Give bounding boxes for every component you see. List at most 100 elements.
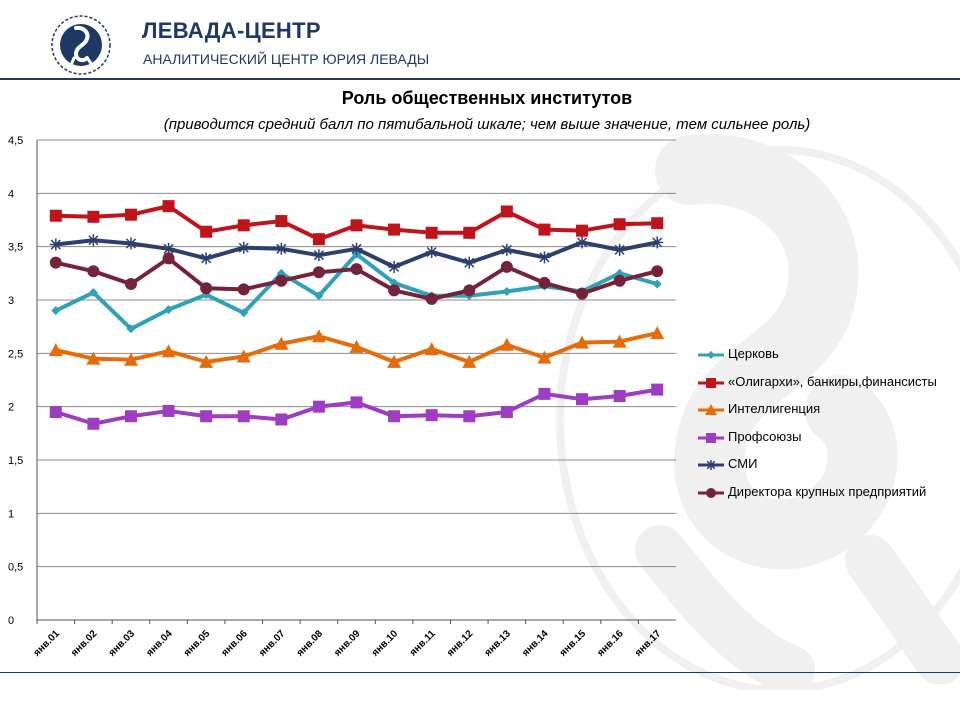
brand-subtitle: АНАЛИТИЧЕСКИЙ ЦЕНТР ЮРИЯ ЛЕВАДЫ [143,51,430,67]
data-point [538,223,551,236]
data-point [237,241,250,254]
legend-label: СМИ [728,456,758,471]
footer-divider [0,672,960,673]
data-point [51,306,61,316]
data-point [275,242,288,255]
legend-swatch-marker [706,460,716,470]
data-point [576,287,589,300]
y-tick-label: 0 [8,615,14,627]
x-tick-label: янв.10 [370,628,401,659]
data-point [612,334,627,348]
legend-label: Церковь [728,346,779,361]
x-tick-label: янв.06 [219,628,250,659]
x-tick-label: янв.08 [295,628,326,659]
data-point [651,217,664,230]
data-point [388,410,401,423]
data-point [500,205,513,218]
data-point [463,410,476,423]
legend-swatch [698,460,724,470]
series-4 [49,383,664,430]
data-point [500,406,513,418]
data-point [387,354,402,368]
data-point [651,236,664,249]
data-point [613,243,626,256]
data-point [124,237,137,250]
data-point [424,342,439,356]
legend-swatch-marker [706,432,716,443]
legend-swatch-marker [706,487,716,498]
legend-item: Профсоюзы [696,428,960,456]
y-tick-label: 4,5 [8,135,23,147]
series-2 [49,200,664,246]
y-tick-label: 2 [8,402,14,414]
legend-swatch [698,432,724,443]
data-point [87,265,100,278]
data-point [88,288,98,298]
data-point [538,387,551,400]
x-tick-label: янв.12 [445,628,476,659]
data-point [463,256,476,269]
data-point [49,406,62,418]
legend-item: Церковь [696,345,960,373]
data-point [576,393,589,406]
data-point [350,396,363,409]
y-tick-label: 3 [8,295,14,307]
x-tick-label: янв.13 [483,628,514,659]
data-point [499,337,514,351]
chart-subtitle: (приводится средний балл по пятибальной … [163,116,811,133]
data-point [463,284,476,297]
legend-swatch-marker [705,404,717,415]
series-5 [49,234,664,273]
data-point [500,243,513,256]
data-point [124,278,137,290]
y-tick-label: 2,5 [8,348,23,360]
data-point [538,276,551,289]
data-point [124,410,137,423]
data-point [311,329,326,343]
x-tick-label: янв.16 [595,628,626,659]
brand-title: ЛЕВАДА-ЦЕНТР [142,18,321,43]
data-point [239,308,249,318]
data-point [651,265,664,278]
data-point [162,404,175,417]
data-point [312,249,325,262]
data-point [425,292,438,305]
y-tick-label: 3,5 [8,242,23,254]
y-tick-label: 4 [8,188,14,200]
data-point [161,344,176,358]
legend-swatch-marker [707,351,715,359]
data-point [350,263,363,276]
series-6 [49,252,664,305]
x-tick-label: янв.17 [633,628,664,659]
data-point [650,326,665,340]
data-point [87,210,100,223]
legend-label: «Олигархи», банкиры,финансисты [728,373,937,389]
header: ЛЕВАДА-ЦЕНТР АНАЛИТИЧЕСКИЙ ЦЕНТР ЮРИЯ ЛЕ… [0,0,960,80]
data-point [237,283,250,296]
data-point [576,224,589,237]
data-point [538,251,551,264]
chart-title: Роль общественных институтов [341,88,633,108]
data-point [123,352,138,366]
data-point [200,282,213,295]
data-point [49,238,62,251]
data-point [200,252,213,265]
legend-label: Профсоюзы [728,428,802,444]
data-point [236,349,251,363]
data-point [537,350,552,364]
data-point [162,200,175,213]
data-point [200,225,213,238]
data-point [48,343,63,357]
data-point [49,209,62,222]
data-point [87,417,100,430]
x-tick-label: янв.04 [144,628,175,659]
data-point [388,223,401,236]
legend-swatch-marker [706,377,716,388]
data-point [575,335,590,349]
legend-item: Интеллигенция [696,400,960,428]
data-point [613,274,626,287]
x-tick-label: янв.14 [520,628,551,659]
data-point [425,226,438,239]
data-point [199,354,214,368]
